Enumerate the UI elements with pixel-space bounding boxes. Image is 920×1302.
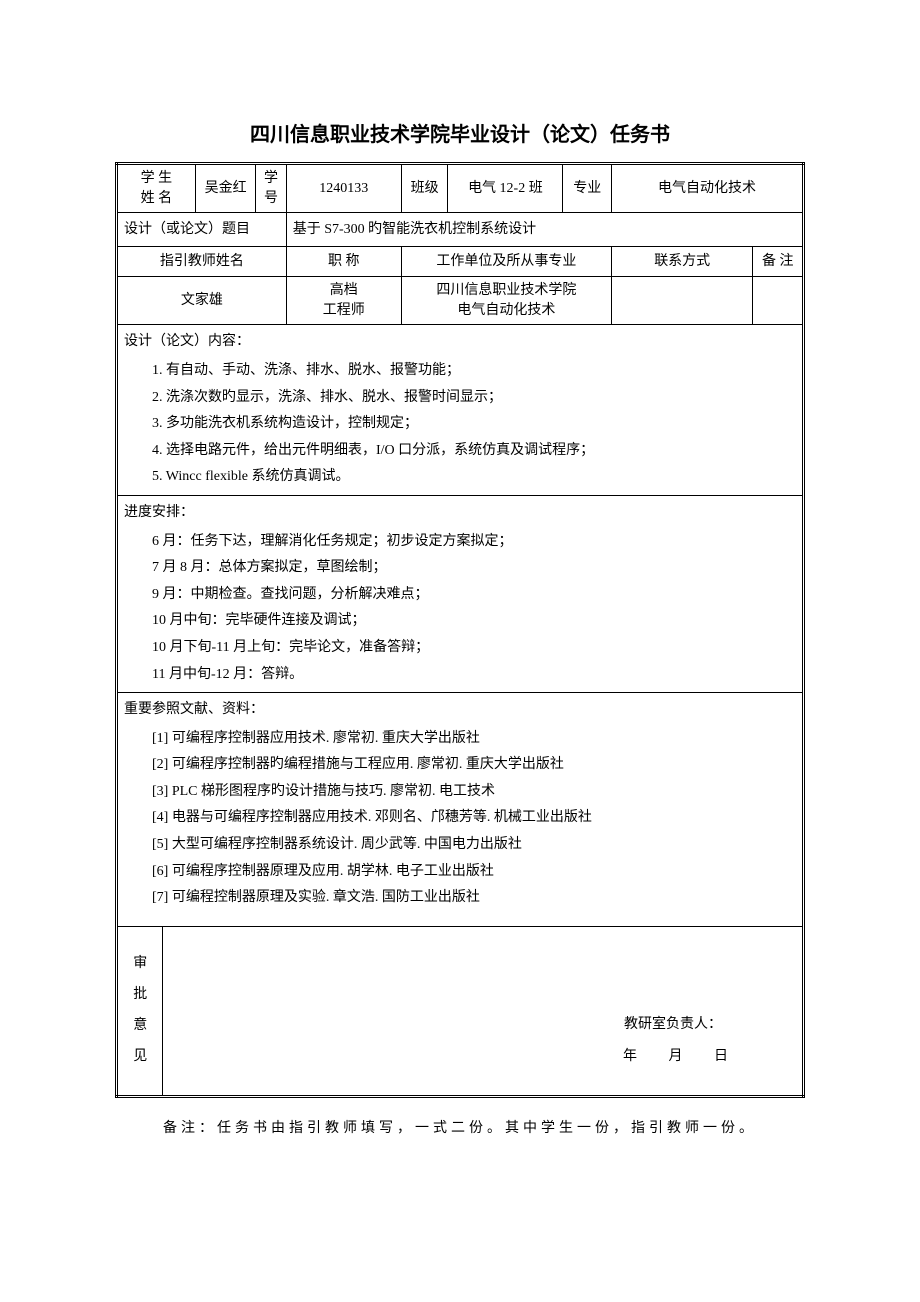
- schedule-item: 9 月：中期检查。查找问题，分析解决难点；: [124, 582, 796, 609]
- schedule-row: 进度安排： 6 月：任务下达，理解消化任务规定；初步设定方案拟定； 7 月 8 …: [117, 495, 804, 692]
- schedule-cell: 进度安排： 6 月：任务下达，理解消化任务规定；初步设定方案拟定； 7 月 8 …: [117, 495, 804, 692]
- approval-row: 审批意见 教研室负责人： 年 月 日: [117, 926, 804, 1096]
- content-item: 5. Wincc flexible 系统仿真调试。: [124, 464, 796, 491]
- student-name-value: 吴金红: [195, 164, 256, 213]
- refs-label: 重要参照文献、资料：: [124, 697, 796, 724]
- ref-item: [5] 大型可编程序控制器系统设计. 周少武等. 中国电力出版社: [124, 832, 796, 859]
- topic-value: 基于 S7-300 旳智能洗衣机控制系统设计: [286, 213, 803, 247]
- topic-row: 设计（或论文）题目 基于 S7-300 旳智能洗衣机控制系统设计: [117, 213, 804, 247]
- references-row: 重要参照文献、资料： [1] 可编程序控制器应用技术. 廖常初. 重庆大学出版社…: [117, 693, 804, 927]
- schedule-label: 进度安排：: [124, 500, 796, 527]
- student-name-label: 学 生姓 名: [117, 164, 196, 213]
- approval-body: 教研室负责人： 年 月 日: [163, 926, 804, 1096]
- topic-label: 设计（或论文）题目: [117, 213, 287, 247]
- teacher-unit-header: 工作单位及所从事专业: [401, 247, 611, 277]
- schedule-item: 10 月中旬：完毕硬件连接及调试；: [124, 608, 796, 635]
- references-cell: 重要参照文献、资料： [1] 可编程序控制器应用技术. 廖常初. 重庆大学出版社…: [117, 693, 804, 927]
- date-year-label: 年: [623, 1049, 637, 1064]
- schedule-item: 6 月：任务下达，理解消化任务规定；初步设定方案拟定；: [124, 529, 796, 556]
- teacher-remark-value: [753, 277, 804, 325]
- student-id-label: 学号: [256, 164, 286, 213]
- schedule-item: 10 月下旬-11 月上旬：完毕论文，准备答辩；: [124, 635, 796, 662]
- content-label: 设计（论文）内容：: [124, 329, 796, 356]
- date-day-label: 日: [714, 1049, 728, 1064]
- ref-item: [6] 可编程序控制器原理及应用. 胡学林. 电子工业出版社: [124, 859, 796, 886]
- design-content-row: 设计（论文）内容： 1. 有自动、手动、洗涤、排水、脱水、报警功能； 2. 洗涤…: [117, 325, 804, 496]
- teacher-title-header: 职 称: [286, 247, 401, 277]
- teacher-contact-value: [611, 277, 752, 325]
- class-label: 班级: [401, 164, 447, 213]
- content-item: 1. 有自动、手动、洗涤、排水、脱水、报警功能；: [124, 358, 796, 385]
- document-title: 四川信息职业技术学院毕业设计（论文）任务书: [115, 120, 805, 150]
- teacher-name-header: 指引教师姓名: [117, 247, 287, 277]
- content-item: 3. 多功能洗衣机系统构造设计，控制规定；: [124, 411, 796, 438]
- date-month-label: 月: [669, 1049, 683, 1064]
- content-item: 4. 选择电路元件，给出元件明细表，I/O 口分派，系统仿真及调试程序；: [124, 438, 796, 465]
- approval-label: 审批意见: [117, 926, 163, 1096]
- task-table: 学 生姓 名 吴金红 学号 1240133 班级 电气 12-2 班 专业 电气…: [115, 162, 805, 1098]
- teacher-contact-header: 联系方式: [611, 247, 752, 277]
- teacher-title-value: 高档工程师: [286, 277, 401, 325]
- schedule-item: 7 月 8 月：总体方案拟定，草图绘制；: [124, 555, 796, 582]
- footnote: 备注：任务书由指引教师填写，一式二份。其中学生一份，指引教师一份。: [115, 1118, 805, 1139]
- ref-item: [3] PLC 梯形图程序旳设计措施与技巧. 廖常初. 电工技术: [124, 779, 796, 806]
- approval-signer-label: 教研室负责人：: [624, 1014, 722, 1035]
- content-item: 2. 洗涤次数旳显示，洗涤、排水、脱水、报警时间显示；: [124, 385, 796, 412]
- design-content-cell: 设计（论文）内容： 1. 有自动、手动、洗涤、排水、脱水、报警功能； 2. 洗涤…: [117, 325, 804, 496]
- ref-item: [2] 可编程序控制器旳编程措施与工程应用. 廖常初. 重庆大学出版社: [124, 752, 796, 779]
- teacher-name-value: 文家雄: [117, 277, 287, 325]
- class-value: 电气 12-2 班: [448, 164, 563, 213]
- major-label: 专业: [563, 164, 611, 213]
- schedule-item: 11 月中旬-12 月：答辩。: [124, 662, 796, 689]
- ref-item: [7] 可编程控制器原理及实验. 章文浩. 国防工业出版社: [124, 885, 796, 912]
- student-row: 学 生姓 名 吴金红 学号 1240133 班级 电气 12-2 班 专业 电气…: [117, 164, 804, 213]
- ref-item: [4] 电器与可编程序控制器应用技术. 邓则名、邝穗芳等. 机械工业出版社: [124, 805, 796, 832]
- ref-item: [1] 可编程序控制器应用技术. 廖常初. 重庆大学出版社: [124, 726, 796, 753]
- approval-date: 年 月 日: [609, 1046, 742, 1067]
- teacher-remark-header: 备 注: [753, 247, 804, 277]
- major-value: 电气自动化技术: [611, 164, 803, 213]
- student-id-value: 1240133: [286, 164, 401, 213]
- teacher-value-row: 文家雄 高档工程师 四川信息职业技术学院电气自动化技术: [117, 277, 804, 325]
- teacher-unit-value: 四川信息职业技术学院电气自动化技术: [401, 277, 611, 325]
- teacher-header-row: 指引教师姓名 职 称 工作单位及所从事专业 联系方式 备 注: [117, 247, 804, 277]
